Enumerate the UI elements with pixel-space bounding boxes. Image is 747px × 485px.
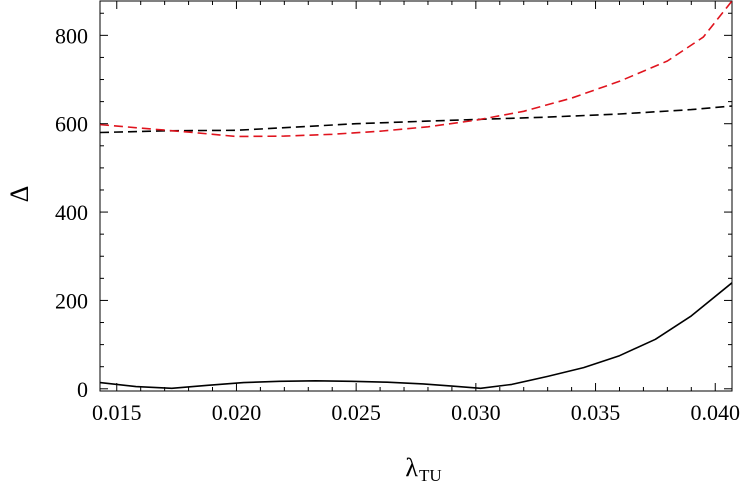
series-black-dashed (100, 105, 732, 134)
plot-frame (99, 0, 733, 392)
series-layer (100, 0, 732, 390)
x-tick-label: 0.025 (331, 400, 381, 425)
x-tick-label: 0.015 (92, 400, 142, 425)
series-red-dashed (100, 0, 732, 138)
series-black-solid (100, 282, 732, 390)
y-tick-label: 0 (77, 377, 88, 402)
y-axis: 0 200 400 600 800 (55, 12, 732, 402)
x-axis-label: λ (405, 453, 418, 482)
y-axis-label: Δ (5, 186, 34, 203)
y-tick-label: 600 (55, 112, 88, 137)
x-axis: 0.015 0.020 0.025 0.030 0.035 0.040 (92, 1, 740, 425)
x-tick-label: 0.030 (451, 400, 501, 425)
y-tick-label: 400 (55, 200, 88, 225)
x-axis-label-subscript: TU (419, 466, 442, 485)
x-tick-label: 0.035 (571, 400, 621, 425)
y-tick-label: 200 (55, 288, 88, 313)
plot-area (99, 0, 733, 392)
x-tick-label: 0.040 (690, 400, 740, 425)
x-tick-label: 0.020 (212, 400, 262, 425)
y-tick-label: 800 (55, 23, 88, 48)
